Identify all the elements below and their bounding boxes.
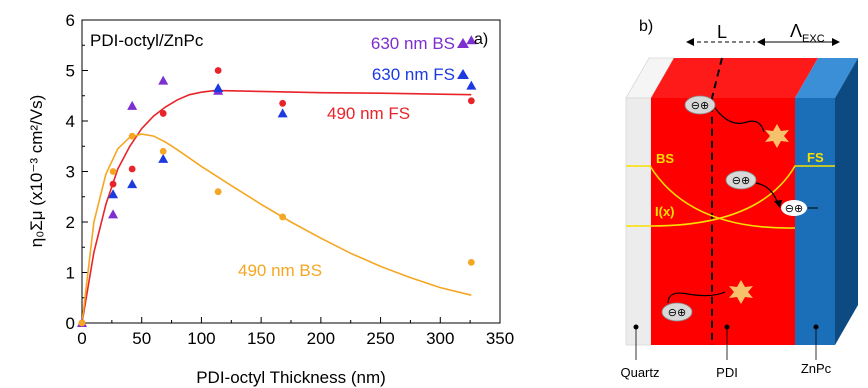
fit-curve-1 xyxy=(82,133,472,323)
label-intensity: I(x) xyxy=(655,204,675,219)
legend-marker-630bs xyxy=(457,38,469,48)
point-490-nm-bs xyxy=(128,132,136,140)
point-490-nm-fs xyxy=(279,99,287,107)
inset-title: PDI-octyl/ZnPc xyxy=(90,31,204,50)
point-630-nm-bs xyxy=(158,75,169,85)
x-tick-label: 200 xyxy=(307,329,335,348)
exciton-1-path xyxy=(714,107,765,133)
charge-pair-separated xyxy=(781,200,807,216)
exciton-1-charges: ⊖⊕ xyxy=(691,100,709,112)
point-630-nm-fs xyxy=(466,80,477,90)
dimension-label-exc-main: Λ xyxy=(790,21,802,41)
fit-curves xyxy=(82,89,472,323)
point-490-nm-bs xyxy=(78,319,86,327)
dimension-label-l: L xyxy=(717,22,727,42)
x-tick-label: 150 xyxy=(247,329,275,348)
y-tick-label: 6 xyxy=(66,11,75,30)
exciton-2-charges: ⊖⊕ xyxy=(732,175,750,187)
y-tick-label: 3 xyxy=(66,163,75,182)
arrowhead-mid xyxy=(757,38,765,46)
arrowhead-right xyxy=(832,38,840,46)
exciton-3: ⊖⊕ xyxy=(661,280,753,322)
annotation-490bs: 490 nm BS xyxy=(238,261,322,280)
point-490-nm-bs xyxy=(109,168,117,175)
layer-label-znpc: ZnPc xyxy=(801,361,832,376)
y-tick-label: 1 xyxy=(66,264,75,283)
point-490-nm-bs xyxy=(467,259,475,266)
point-630-nm-bs xyxy=(466,35,477,45)
dimension-label-exc: ΛEXC xyxy=(790,21,825,45)
x-tick-label: 250 xyxy=(366,329,394,348)
point-490-nm-bs xyxy=(214,188,222,196)
point-630-nm-fs xyxy=(213,83,224,93)
chart-panel: 0 50 100 150 200 250 300 350 0 1 2 3 4 5 6 PDI-octyl/Z… xyxy=(27,11,514,387)
exciton-1: ⊖⊕ xyxy=(684,95,789,148)
layer-label-pdi: PDI xyxy=(716,365,738,380)
point-490-nm-bs xyxy=(279,213,287,221)
exciton-3-body xyxy=(661,302,693,322)
legend-label-630bs: 630 nm BS xyxy=(371,34,455,53)
point-490-nm-fs xyxy=(109,180,117,188)
x-tick-label: 0 xyxy=(77,329,86,348)
exciton-1-body xyxy=(684,95,716,115)
point-490-nm-fs xyxy=(159,110,167,117)
legend-marker-630fs xyxy=(457,69,469,79)
point-630-nm-bs xyxy=(108,209,119,219)
point-630-nm-bs xyxy=(127,100,138,110)
quartz-layer xyxy=(625,97,652,346)
znpc-side xyxy=(835,58,858,345)
dimension-label-exc-sub: EXC xyxy=(802,33,825,45)
layer-label-quartz: Quartz xyxy=(620,365,659,380)
legend-label-630fs: 630 nm FS xyxy=(372,65,455,84)
y-tick-label: 2 xyxy=(66,213,75,232)
x-tick-label: 350 xyxy=(486,329,514,348)
exciton-3-path xyxy=(667,291,726,304)
znpc-top xyxy=(795,58,858,98)
x-tick-label: 100 xyxy=(187,329,215,348)
label-bs: BS xyxy=(656,151,674,166)
point-630-nm-fs xyxy=(158,153,169,163)
x-tick-label: 300 xyxy=(426,329,454,348)
exciton-3-burst xyxy=(729,280,753,304)
pdi-top xyxy=(651,58,818,98)
data-points xyxy=(77,35,477,327)
exciton-2-body xyxy=(725,170,757,190)
point-490-nm-bs xyxy=(159,147,167,155)
znpc-layer xyxy=(795,98,835,345)
point-490-nm-fs xyxy=(214,67,222,74)
bs-profile-curve xyxy=(626,165,796,229)
point-490-nm-fs xyxy=(128,165,136,173)
y-tick-label: 0 xyxy=(66,314,75,333)
exciton-2-arrowhead xyxy=(774,200,782,208)
separated-charges: ⊖⊕ xyxy=(785,203,803,215)
y-tick-label: 5 xyxy=(66,62,75,81)
x-tick-label: 50 xyxy=(132,329,151,348)
panel-label-b: b) xyxy=(639,18,653,35)
device-diagram: b) L ΛEXC BS FS I(x) ⊖⊕ xyxy=(620,18,858,380)
exciton-2: ⊖⊕ ⊖⊕ xyxy=(725,170,818,216)
y-axis-label: η₀Σμ (x10⁻³ cm²/Vs) xyxy=(27,95,46,248)
exciton-3-charges: ⊖⊕ xyxy=(668,307,686,319)
label-fs: FS xyxy=(807,150,824,165)
point-630-nm-fs xyxy=(277,108,288,118)
x-axis-label: PDI-octyl Thickness (nm) xyxy=(196,368,386,387)
annotation-490fs: 490 nm FS xyxy=(327,104,410,123)
fs-profile-curve xyxy=(626,165,835,227)
panel-label-a: a) xyxy=(474,31,488,48)
point-630-nm-fs xyxy=(127,179,138,189)
point-490-nm-fs xyxy=(467,97,475,105)
fit-curve-0 xyxy=(82,89,472,323)
exciton-1-burst xyxy=(765,124,789,148)
y-tick-label: 4 xyxy=(66,112,75,131)
dissociation-boundary xyxy=(711,57,723,345)
point-630-nm-fs xyxy=(108,189,119,199)
legend: 630 nm BS 630 nm FS xyxy=(371,34,469,84)
arrowhead-left xyxy=(686,38,694,46)
axis-ticks: 0 50 100 150 200 250 300 350 0 1 2 3 4 5 6 xyxy=(66,11,515,348)
